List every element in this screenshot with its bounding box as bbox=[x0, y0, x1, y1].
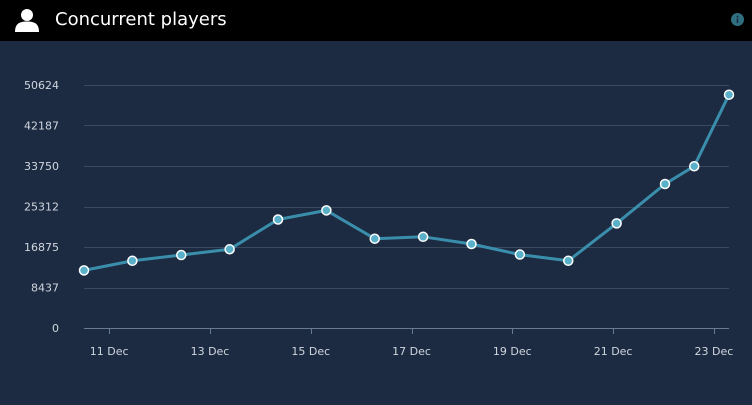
data-point bbox=[127, 255, 138, 267]
x-tick-label: 17 Dec bbox=[392, 345, 431, 358]
info-icon[interactable] bbox=[731, 13, 744, 26]
series-line bbox=[83, 94, 731, 272]
data-point bbox=[611, 218, 622, 229]
data-point bbox=[176, 249, 187, 261]
y-tick-label: 0 bbox=[52, 322, 59, 335]
y-tick-label: 42187 bbox=[24, 119, 59, 132]
page-title: Concurrent players bbox=[55, 9, 227, 30]
user-icon bbox=[15, 9, 39, 32]
data-point bbox=[224, 244, 235, 255]
data-point bbox=[272, 214, 284, 225]
series-players bbox=[78, 89, 735, 276]
data-point bbox=[78, 265, 90, 276]
data-point bbox=[688, 160, 700, 172]
data-point bbox=[321, 205, 332, 216]
x-tick-label: 13 Dec bbox=[191, 345, 230, 358]
header-bar: Concurrent players bbox=[0, 0, 752, 41]
data-point bbox=[466, 238, 477, 250]
x-axis-labels: 11 Dec 13 Dec 15 Dec 17 Dec 19 Dec 21 Dec 23 D… bbox=[90, 345, 733, 358]
x-tick-label: 15 Dec bbox=[291, 345, 330, 358]
data-point bbox=[659, 178, 671, 190]
x-axis bbox=[84, 328, 729, 334]
x-tick-label: 23 Dec bbox=[694, 345, 733, 358]
data-point bbox=[369, 233, 381, 244]
x-tick-label: 19 Dec bbox=[493, 345, 532, 358]
data-point bbox=[514, 249, 526, 260]
data-point bbox=[417, 231, 429, 243]
line-chart: 0 8437 16875 25312 33750 42187 50624 11 Dec 13 … bbox=[24, 79, 735, 358]
y-axis-labels: 0 8437 16875 25312 33750 42187 50624 bbox=[24, 79, 59, 335]
y-tick-label: 25312 bbox=[24, 201, 59, 214]
data-point bbox=[563, 255, 574, 267]
y-tick-label: 16875 bbox=[24, 241, 59, 254]
grid-lines bbox=[84, 85, 729, 289]
y-tick-label: 8437 bbox=[31, 282, 59, 295]
x-tick-label: 11 Dec bbox=[90, 345, 129, 358]
y-tick-label: 33750 bbox=[24, 160, 59, 173]
data-point bbox=[723, 89, 735, 100]
y-tick-label: 50624 bbox=[24, 79, 59, 92]
x-tick-label: 21 Dec bbox=[594, 345, 633, 358]
